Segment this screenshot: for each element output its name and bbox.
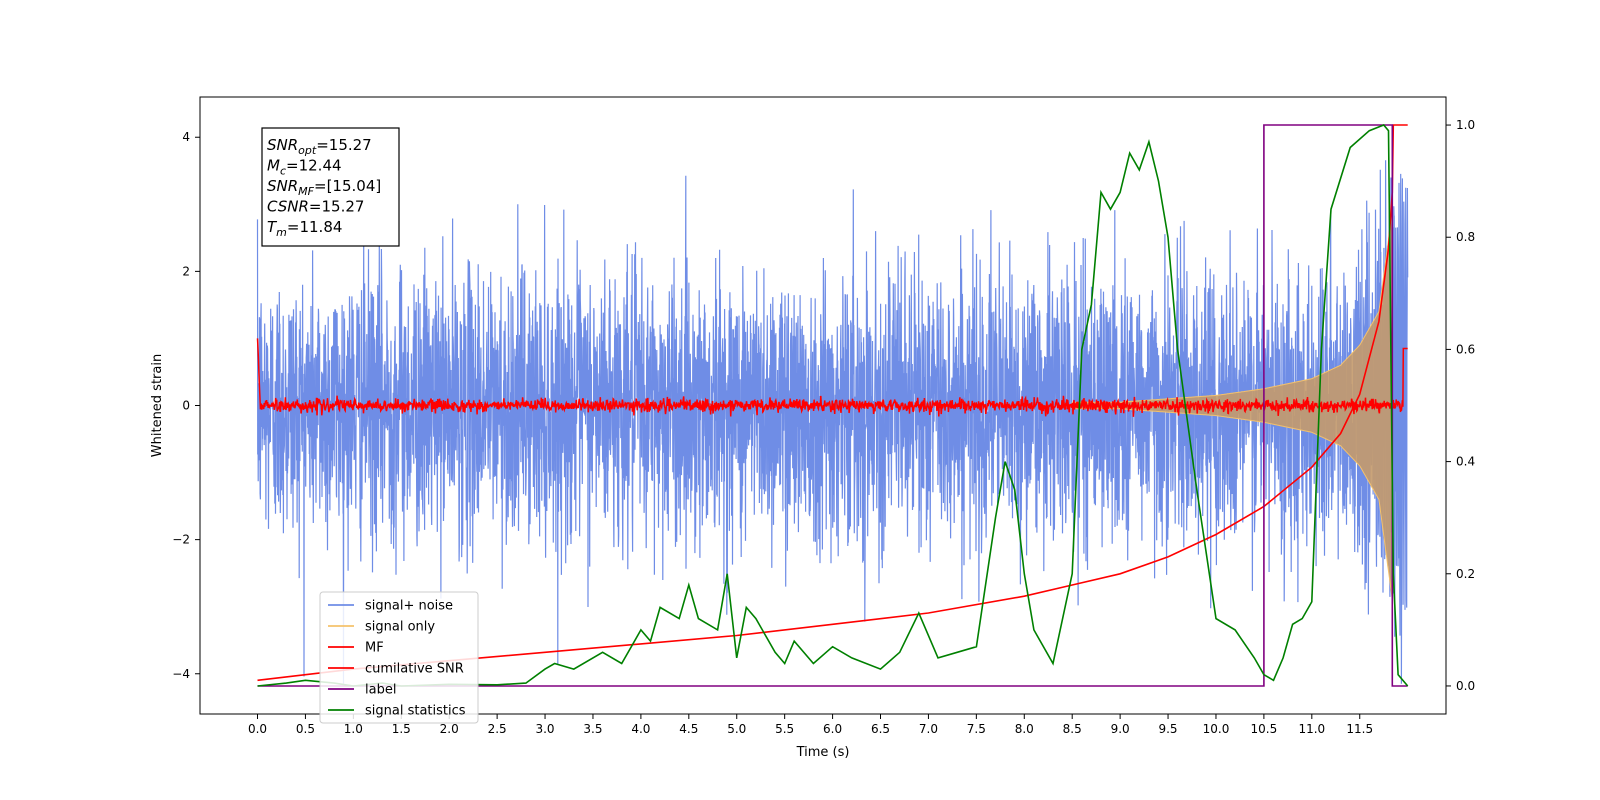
y-tick-label: 4	[182, 130, 190, 144]
y-axis-left: −4 −2 0 2 4	[172, 130, 200, 681]
annotation-subscript: c	[280, 165, 286, 178]
series-label	[257, 124, 1408, 687]
annotation-symbol: CSNR	[267, 198, 309, 216]
x-tick-label: 1.0	[344, 722, 363, 736]
x-axis-title: Time (s)	[796, 745, 850, 760]
x-tick-label: 5.0	[727, 722, 746, 736]
x-tick-label: 8.0	[1015, 722, 1034, 736]
x-tick-label: 7.5	[967, 722, 986, 736]
x-tick-label: 1.5	[392, 722, 411, 736]
x-tick-label: 3.0	[535, 722, 554, 736]
y2-tick-label: 1.0	[1456, 118, 1475, 132]
y2-tick-label: 0.0	[1456, 679, 1475, 693]
annotation-value: =[15.04]	[314, 177, 381, 195]
x-axis: 0.0 0.5 1.0 1.5 2.0 2.5 3.0 3.5 4.0 4.5 5.0 5.5 6.0 6…	[248, 714, 1373, 736]
annotation-subscript: MF	[298, 185, 314, 198]
annotation-frame	[261, 127, 400, 247]
annotation-symbol: SNR	[267, 177, 298, 195]
legend-label: signal statistics	[365, 704, 466, 719]
annotation-line: SNRopt=15.27	[267, 136, 372, 157]
y2-tick-label: 0.6	[1456, 342, 1475, 356]
x-tick-label: 4.0	[631, 722, 650, 736]
annotation-line: Tm=11.84	[267, 218, 342, 239]
series-cumulative-snr	[257, 124, 1408, 682]
y-axis-right: 0.0 0.2 0.4 0.6 0.8 1.0	[1446, 118, 1475, 693]
x-tick-label: 4.5	[679, 722, 698, 736]
annotation-value: =15.27	[309, 198, 365, 216]
plot-area	[256, 124, 1409, 687]
x-tick-label: 5.5	[775, 722, 794, 736]
annotation-symbol: SNR	[267, 136, 298, 154]
x-tick-label: 7.0	[919, 722, 938, 736]
legend-label: MF	[365, 641, 384, 656]
annotation-line: CSNR=15.27	[267, 198, 364, 216]
annotation-value: =11.84	[287, 218, 343, 236]
y-tick-label: 0	[182, 399, 190, 413]
y2-tick-label: 0.2	[1456, 567, 1475, 581]
annotation-symbol: T	[267, 218, 278, 236]
annotation-symbol: M	[267, 157, 280, 175]
legend-label: signal+ noise	[365, 599, 453, 614]
y2-tick-label: 0.4	[1456, 455, 1475, 469]
annotation-line: SNRMF=[15.04]	[267, 177, 381, 198]
x-tick-label: 9.5	[1158, 722, 1177, 736]
x-tick-label: 2.0	[440, 722, 459, 736]
annotation-subscript: m	[276, 226, 287, 239]
x-tick-label: 0.0	[248, 722, 267, 736]
series-mf	[256, 338, 1408, 417]
annotation-line: Mc=12.44	[267, 157, 342, 178]
annotation-box: SNRopt=15.27Mc=12.44SNRMF=[15.04]CSNR=15…	[261, 127, 400, 247]
x-tick-label: 9.0	[1111, 722, 1130, 736]
x-tick-label: 3.5	[583, 722, 602, 736]
x-tick-label: 10.5	[1251, 722, 1278, 736]
legend-label: label	[365, 683, 396, 698]
x-tick-label: 2.5	[488, 722, 507, 736]
y-tick-label: −2	[172, 533, 190, 547]
y2-tick-label: 0.8	[1456, 230, 1475, 244]
legend-frame	[319, 591, 479, 724]
y-tick-label: −4	[172, 667, 190, 681]
legend-label: signal only	[365, 620, 435, 635]
x-tick-label: 6.5	[871, 722, 890, 736]
x-tick-label: 11.5	[1346, 722, 1373, 736]
legend: signal+ noise signal only MF cumilative SNR…	[319, 591, 479, 724]
x-tick-label: 8.5	[1063, 722, 1082, 736]
series-signal-statistics	[257, 124, 1409, 687]
x-tick-label: 11.0	[1298, 722, 1325, 736]
annotation-subscript: opt	[298, 144, 317, 157]
legend-label: cumilative SNR	[365, 662, 464, 677]
y-tick-label: 2	[182, 264, 190, 278]
y-axis-title: Whitened strain	[150, 354, 165, 457]
x-tick-label: 0.5	[296, 722, 315, 736]
x-tick-label: 6.0	[823, 722, 842, 736]
annotation-value: =12.44	[286, 157, 342, 175]
x-tick-label: 10.0	[1203, 722, 1230, 736]
annotation-value: =15.27	[316, 136, 372, 154]
